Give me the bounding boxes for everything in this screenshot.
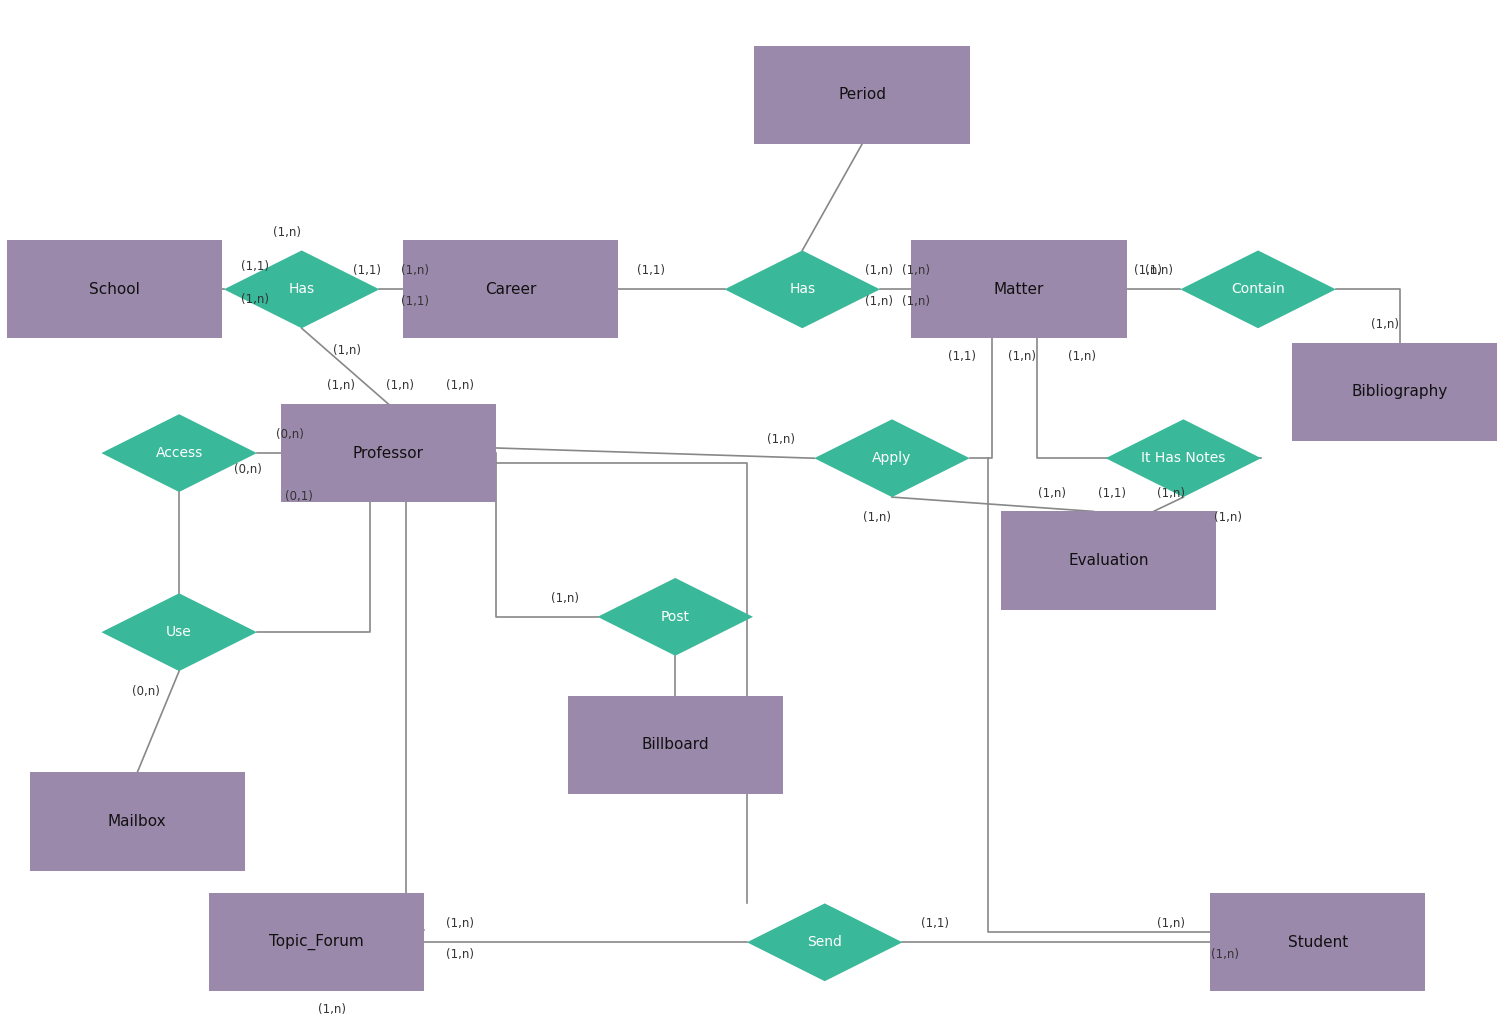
Polygon shape (1180, 250, 1336, 328)
Text: (1,1): (1,1) (1098, 487, 1125, 499)
Text: Period: Period (839, 87, 886, 103)
Text: (1,n): (1,n) (550, 592, 579, 605)
Text: (0,1): (0,1) (285, 490, 312, 502)
Text: (1,n): (1,n) (446, 948, 474, 961)
Text: Career: Career (484, 282, 537, 296)
Text: (1,n): (1,n) (273, 225, 300, 239)
Text: Contain: Contain (1232, 282, 1286, 296)
Text: (1,n): (1,n) (902, 264, 930, 278)
Text: Matter: Matter (994, 282, 1044, 296)
Text: (0,n): (0,n) (132, 685, 160, 698)
Text: (1,1): (1,1) (948, 351, 976, 363)
Text: Student: Student (1288, 934, 1348, 950)
Text: Professor: Professor (352, 446, 424, 461)
Text: It Has Notes: It Has Notes (1142, 451, 1226, 465)
Text: (1,n): (1,n) (862, 511, 891, 524)
Polygon shape (597, 578, 753, 655)
Text: (1,n): (1,n) (1214, 511, 1242, 524)
Text: Mailbox: Mailbox (108, 814, 166, 829)
Text: School: School (90, 282, 141, 296)
FancyBboxPatch shape (209, 893, 424, 991)
Text: (1,1): (1,1) (242, 260, 270, 274)
Text: (1,n): (1,n) (1146, 264, 1173, 278)
Text: Billboard: Billboard (642, 737, 710, 752)
Polygon shape (815, 420, 969, 497)
Text: (1,1): (1,1) (638, 264, 666, 278)
Text: (1,1): (1,1) (354, 264, 381, 278)
FancyBboxPatch shape (912, 240, 1126, 339)
Polygon shape (724, 250, 880, 328)
Polygon shape (224, 250, 380, 328)
Text: (1,n): (1,n) (1158, 918, 1185, 930)
FancyBboxPatch shape (567, 696, 783, 794)
Text: (1,n): (1,n) (902, 295, 930, 308)
Text: (1,n): (1,n) (446, 379, 474, 392)
Polygon shape (102, 415, 256, 492)
Text: (1,n): (1,n) (400, 264, 429, 278)
Text: (1,n): (1,n) (1210, 948, 1239, 961)
Polygon shape (1106, 420, 1262, 497)
Text: Topic_Forum: Topic_Forum (268, 934, 364, 951)
Text: Send: Send (807, 935, 842, 950)
FancyBboxPatch shape (30, 773, 245, 871)
FancyBboxPatch shape (1000, 511, 1216, 609)
FancyBboxPatch shape (280, 404, 496, 502)
Text: (1,n): (1,n) (1008, 351, 1036, 363)
Text: Use: Use (166, 626, 192, 639)
Text: (1,n): (1,n) (1134, 264, 1161, 278)
Text: Has: Has (288, 282, 315, 296)
Text: (1,n): (1,n) (1158, 487, 1185, 499)
FancyBboxPatch shape (1293, 343, 1500, 440)
Polygon shape (747, 903, 903, 982)
FancyBboxPatch shape (754, 45, 969, 144)
FancyBboxPatch shape (404, 240, 618, 339)
Text: (1,n): (1,n) (1068, 351, 1096, 363)
Text: (0,n): (0,n) (234, 463, 262, 476)
Text: Has: Has (789, 282, 816, 296)
Text: Post: Post (662, 610, 690, 624)
Text: (1,1): (1,1) (400, 295, 429, 308)
Text: (1,n): (1,n) (318, 1003, 345, 1017)
Text: (1,n): (1,n) (1371, 318, 1400, 330)
Text: (1,n): (1,n) (768, 433, 795, 447)
Text: (1,1): (1,1) (921, 918, 950, 930)
Text: Access: Access (156, 447, 203, 460)
FancyBboxPatch shape (1210, 893, 1425, 991)
Text: (1,n): (1,n) (1038, 487, 1066, 499)
Text: (1,n): (1,n) (327, 379, 354, 392)
Text: (1,n): (1,n) (864, 264, 892, 278)
Text: (1,n): (1,n) (446, 918, 474, 930)
Text: (1,n): (1,n) (864, 295, 892, 308)
Text: Apply: Apply (873, 451, 912, 465)
Text: (1,n): (1,n) (242, 293, 270, 306)
Text: (1,n): (1,n) (387, 379, 414, 392)
Text: Bibliography: Bibliography (1352, 384, 1448, 399)
FancyBboxPatch shape (8, 240, 222, 339)
Text: Evaluation: Evaluation (1068, 553, 1149, 568)
Text: (0,n): (0,n) (276, 428, 303, 441)
Text: (1,n): (1,n) (333, 345, 360, 357)
Polygon shape (102, 594, 256, 671)
